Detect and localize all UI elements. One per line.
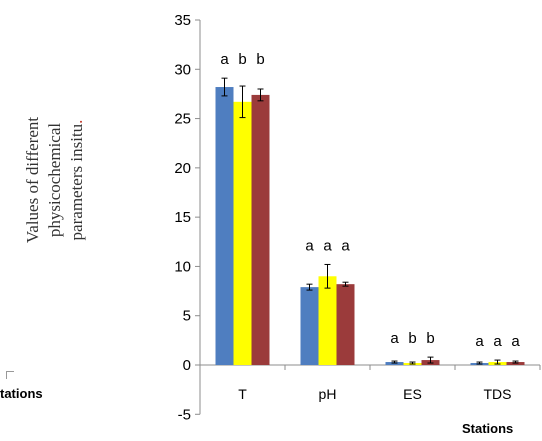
annotation-ph-2: a xyxy=(323,237,332,254)
annotation-es-2: b xyxy=(408,330,416,347)
x-tick-label-ph: pH xyxy=(319,386,337,402)
x-axis-title: Stations xyxy=(462,421,514,436)
annotation-tds-3: a xyxy=(511,333,520,350)
annotation-ph-1: a xyxy=(305,237,314,254)
partial-axis-tick xyxy=(6,371,7,379)
y-tick-label-3: 10 xyxy=(174,258,191,275)
annotation-es-3: b xyxy=(426,330,434,347)
bar-ph-series-2 xyxy=(318,276,337,365)
annotation-ph-3: a xyxy=(341,237,350,254)
y-tick-label-5: 20 xyxy=(174,160,191,177)
bar-ph-series-3 xyxy=(336,284,355,365)
partial-x-axis-title: tations xyxy=(0,386,43,401)
x-tick-label-tds: TDS xyxy=(484,386,512,402)
bar-ph-series-1 xyxy=(300,287,319,365)
x-tick-label-t: T xyxy=(238,386,247,402)
annotation-tds-1: a xyxy=(475,333,484,350)
bar-t-series-1 xyxy=(215,87,234,366)
annotation-t-2: b xyxy=(238,51,246,68)
y-tick-label-8: 35 xyxy=(174,12,191,29)
annotation-es-1: a xyxy=(390,330,399,347)
x-tick-label-es: ES xyxy=(403,386,422,402)
y-tick-label-4: 15 xyxy=(174,209,191,226)
y-tick-label-1: 0 xyxy=(183,357,191,374)
bar-t-series-2 xyxy=(233,101,252,366)
y-tick-label-0: -5 xyxy=(178,406,191,423)
annotation-t-3: b xyxy=(256,51,264,68)
y-tick-label-7: 30 xyxy=(174,61,191,78)
annotation-tds-2: a xyxy=(493,333,502,350)
partial-axis-tick-horizontal xyxy=(6,371,14,372)
annotation-t-1: a xyxy=(220,51,229,68)
bar-t-series-3 xyxy=(251,94,270,366)
y-tick-label-2: 5 xyxy=(183,308,191,325)
y-tick-label-6: 25 xyxy=(174,111,191,128)
